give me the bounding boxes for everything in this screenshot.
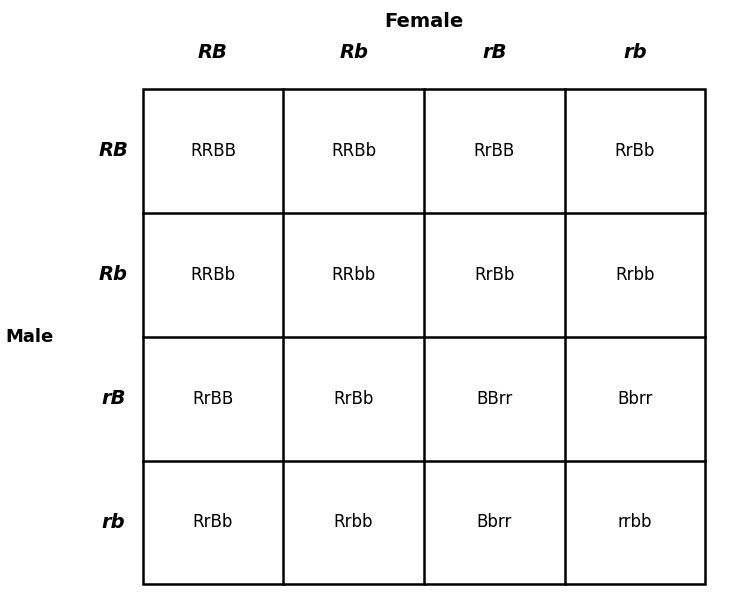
Text: RRBb: RRBb — [331, 142, 376, 160]
Text: Rb: Rb — [99, 265, 128, 284]
Text: rb: rb — [102, 513, 125, 532]
Text: rB: rB — [101, 389, 126, 408]
Text: Rrbb: Rrbb — [334, 513, 374, 531]
Text: rb: rb — [624, 42, 647, 62]
Text: BBrr: BBrr — [476, 390, 512, 408]
Text: RRbb: RRbb — [331, 266, 376, 283]
Text: RRBb: RRBb — [190, 266, 235, 283]
Text: RrBb: RrBb — [474, 266, 515, 283]
Text: RB: RB — [198, 42, 228, 62]
Text: RRBB: RRBB — [190, 142, 236, 160]
Text: RrBb: RrBb — [193, 513, 233, 531]
Text: Bbrr: Bbrr — [618, 390, 653, 408]
Text: Female: Female — [385, 12, 463, 31]
Text: RB: RB — [99, 141, 128, 160]
Text: RrBb: RrBb — [615, 142, 655, 160]
Text: Rrbb: Rrbb — [616, 266, 655, 283]
Bar — [143, 89, 705, 584]
Text: rB: rB — [482, 42, 507, 62]
Text: rrbb: rrbb — [618, 513, 652, 531]
Text: Male: Male — [5, 327, 53, 346]
Text: RrBb: RrBb — [333, 390, 374, 408]
Text: RrBB: RrBB — [474, 142, 515, 160]
Text: Bbrr: Bbrr — [477, 513, 512, 531]
Text: RrBB: RrBB — [192, 390, 233, 408]
Text: Rb: Rb — [339, 42, 368, 62]
